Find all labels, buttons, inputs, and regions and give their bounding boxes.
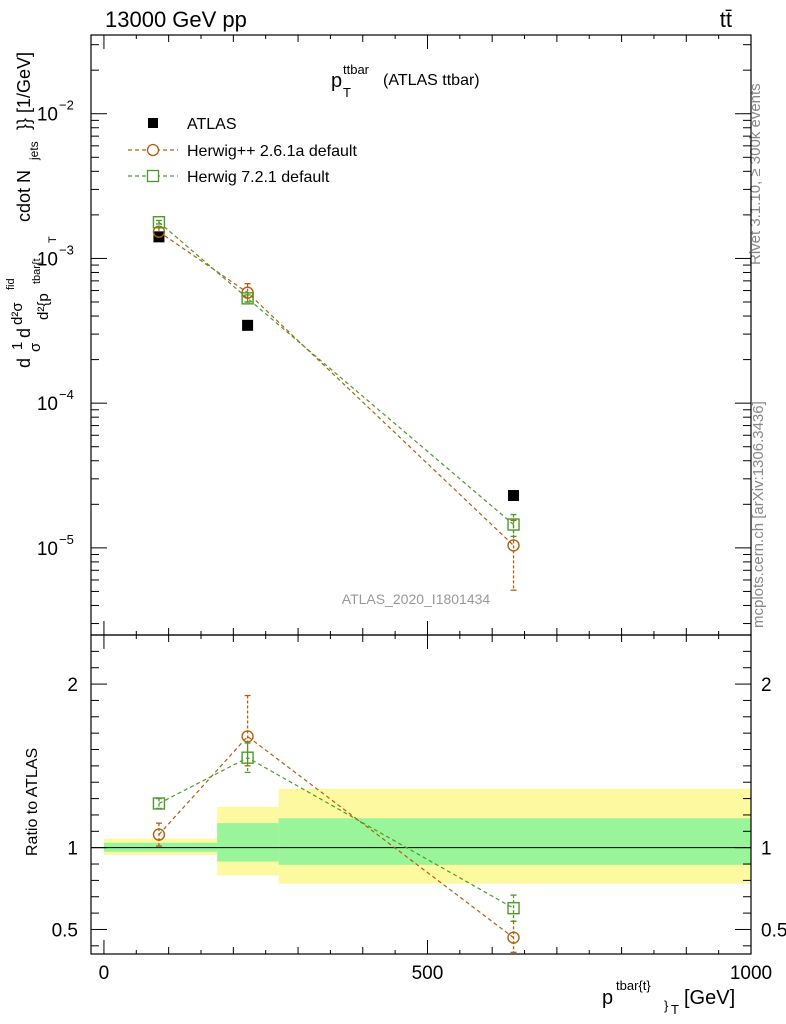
y-tick-label-exponent: −5 [59, 532, 74, 547]
herwigpp-ratio-line [158, 735, 514, 939]
ratio-y-tick-label-right: 2 [761, 675, 772, 696]
herwigpp-ratio-point [507, 931, 520, 944]
herwigpp-point [152, 225, 166, 238]
title-main: p [331, 70, 342, 92]
ratio-y-tick-label-right: 0.5 [761, 920, 786, 941]
main-panel: 10−510−410−310−2 p ttbar T (ATLAS ttbar)… [5, 34, 752, 636]
y-tick-label-base: 10 [37, 249, 58, 270]
herwig7-line [158, 221, 514, 525]
atlas-point [508, 490, 520, 502]
ylabel-tail: }} [1/GeV] [14, 52, 34, 130]
legend: ATLAS Herwig++ 2.6.1a default Herwig 7.2… [128, 116, 357, 186]
ylabel-d2sigma: d²σ [9, 302, 26, 325]
title-sup: ttbar [343, 62, 370, 77]
herwig7-ratio-point [152, 797, 166, 810]
y-tick-label-exponent: −2 [59, 98, 74, 113]
ratio-band-green [278, 818, 751, 865]
xlabel-sub2: T [671, 1002, 679, 1017]
atlas-point [242, 319, 254, 331]
legend-label-herwig7: Herwig 7.2.1 default [187, 169, 330, 186]
title-rest: (ATLAS ttbar) [383, 72, 480, 89]
header-right: tt̄ [720, 7, 732, 32]
legend-label-herwigpp: Herwig++ 2.6.1a default [187, 143, 357, 160]
herwig7-ratio-line [158, 757, 514, 909]
rivet-label: Rivet 3.1.10, ≥ 300k events [747, 83, 764, 265]
ylabel-d1: d [14, 358, 34, 368]
legend-marker-herwig7 [146, 169, 160, 183]
xlabel-unit: [GeV] [684, 987, 735, 1009]
ylabel-sigma: σ [27, 342, 44, 352]
ratio-y-tick-label: 2 [67, 675, 78, 696]
ratio-y-tick-label-right: 1 [761, 839, 772, 860]
mcplots-label: mcplots.cern.ch [arXiv:1306.3436] [750, 401, 767, 628]
xlabel-sup: tbar{t} [616, 978, 651, 993]
x-tick-label: 500 [412, 963, 444, 984]
ratio-panel: 0 500 1000 0.5 0.5 1 1 2 2 Ratio to ATLAS p tbar… [24, 634, 786, 1017]
herwig7-point [152, 216, 166, 229]
ylabel-d2: d [14, 328, 34, 338]
legend-label-atlas: ATLAS [187, 116, 237, 133]
herwigpp-point [507, 539, 520, 552]
main-ylabel: d 1 σ d d²σ fid d²{p tbar{t T cdot N jet… [5, 52, 59, 368]
x-tick-label: 1000 [730, 963, 772, 984]
y-tick-label-base: 10 [37, 539, 58, 560]
xlabel-sub: } [664, 998, 669, 1013]
herwig7-point [241, 292, 254, 305]
y-tick-label-exponent: −4 [59, 387, 74, 402]
x-tick-label: 0 [99, 963, 110, 984]
y-tick-label-base: 10 [37, 394, 58, 415]
header-left: 13000 GeV pp [105, 7, 247, 32]
ylabel-one: 1 [9, 342, 26, 350]
legend-marker-herwigpp [146, 143, 160, 157]
ratio-frame [90, 634, 752, 955]
herwig7-point [507, 518, 520, 531]
xlabel-main: p [602, 987, 613, 1009]
ratio-band-green [217, 823, 279, 862]
herwig7-ratio-point [507, 901, 520, 915]
ylabel-denominator-sup: tbar{t [31, 258, 43, 284]
y-tick-label-exponent: −3 [59, 242, 74, 257]
ylabel-middle: cdot N [14, 170, 34, 222]
ratio-y-tick-label: 0.5 [52, 920, 78, 941]
ylabel-middle-sub: jets [27, 141, 41, 161]
xlabel: p tbar{t} } T [GeV] [602, 978, 735, 1017]
ratio-y-tick-label: 1 [67, 839, 78, 860]
herwigpp-ratio-point [152, 828, 166, 841]
herwig7-ratio-point [241, 751, 254, 764]
y-tick-label-base: 10 [37, 105, 58, 126]
ylabel-denominator: d²{p [35, 293, 52, 320]
title-sub: T [343, 85, 351, 100]
herwigpp-ratio-point [241, 730, 254, 743]
plot-title: p ttbar T (ATLAS ttbar) [331, 62, 480, 100]
analysis-watermark: ATLAS_2020_I1801434 [342, 591, 491, 607]
herwigpp-line [158, 231, 514, 546]
ylabel-denominator-sub: T [47, 236, 59, 243]
ratio-ylabel: Ratio to ATLAS [24, 748, 41, 856]
legend-marker-atlas [148, 118, 158, 128]
ylabel-sigma-sup: fid [5, 278, 17, 290]
